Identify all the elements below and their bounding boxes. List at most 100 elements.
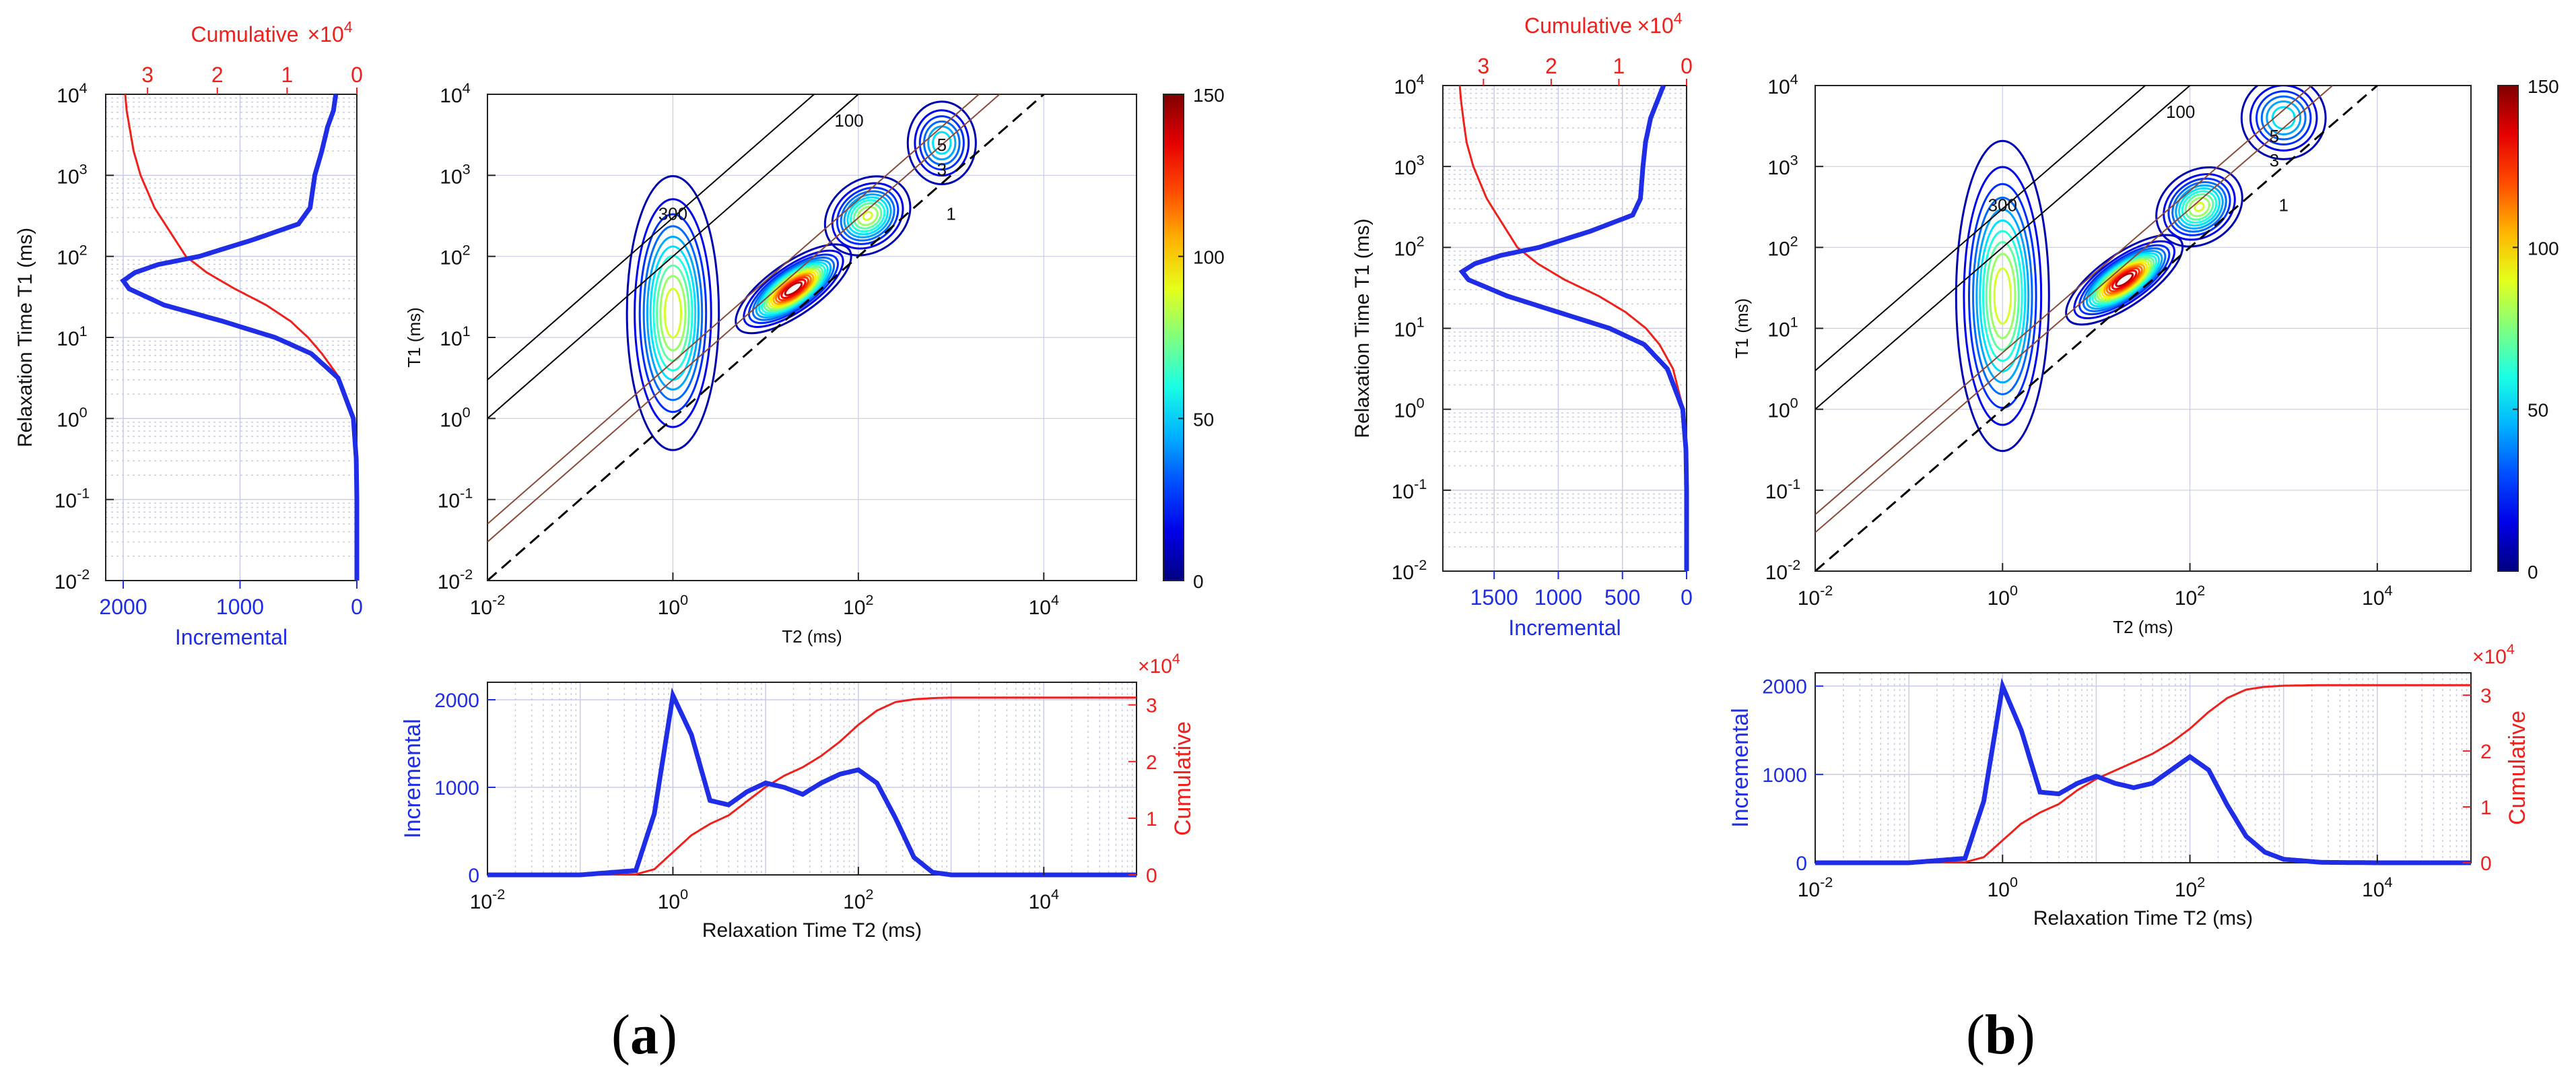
t2-xtick-label-text: 102 <box>843 886 873 913</box>
t1-ytick-label: 104 <box>1394 71 1424 98</box>
map-ylabel: T1 (ms) <box>1732 298 1752 359</box>
t2-xtick-label: 10-2 <box>1798 874 1833 901</box>
t1-inc-tick-label: 2000 <box>99 595 147 619</box>
contour-level <box>646 235 700 391</box>
t2-cum-tick-label: 0 <box>2480 853 2492 875</box>
map-xtick-label-text: 102 <box>2175 582 2205 610</box>
map-ytick-label: 103 <box>440 160 470 188</box>
diagonal-label: 3 <box>937 159 947 179</box>
contour-level <box>1972 196 2033 395</box>
t1-inc-tick-label: 1000 <box>216 595 264 619</box>
contour-level <box>862 210 873 222</box>
t1-cum-tick-label: 1 <box>281 63 293 87</box>
contour-level <box>2167 177 2231 236</box>
t2-xtick-label-text: 104 <box>1029 886 1059 913</box>
contour-level <box>760 263 826 315</box>
t1-ytick-label: 10-1 <box>1392 475 1427 503</box>
map-ytick-label: 100 <box>1767 395 1798 422</box>
diagonal-line <box>487 94 1001 543</box>
map-xtick-label-text: 102 <box>843 591 873 619</box>
t1-inc-tick-label: 1000 <box>1534 585 1582 610</box>
t2-cum-tick-label: 1 <box>1146 808 1157 830</box>
t2-grid <box>487 682 1137 876</box>
contour-level <box>780 278 807 299</box>
contour-level <box>1993 267 2012 325</box>
t1-cumulative-multiplier: ×104 <box>307 18 352 46</box>
t2-frame <box>487 682 1137 876</box>
contour-level <box>2178 187 2221 227</box>
map-ytick-label: 10-1 <box>438 485 473 513</box>
t1-incremental-line <box>1458 84 1689 571</box>
contour-level <box>850 199 886 233</box>
contour-level <box>906 100 977 186</box>
contour-level <box>775 274 812 304</box>
colorbar-tick-label: 100 <box>2528 238 2559 259</box>
contour-level <box>2184 193 2214 221</box>
colorbar-tick-label: 50 <box>2528 400 2548 421</box>
t1-cum-tick-label: 2 <box>211 63 224 87</box>
t1-inc-tick-label: 1500 <box>1470 585 1518 610</box>
map-xtick-label-text: 10-2 <box>470 591 506 619</box>
t2-xtick-label: 102 <box>2175 874 2205 901</box>
t1-cumulative-multiplier-text: ×104 <box>1637 9 1682 38</box>
contour-level <box>778 276 809 302</box>
t2-incremental-line <box>1815 678 2471 865</box>
t1t2-map-panel-a: 300 100 5 3 1 10-2 100 102 104 10-2 10-1 100 101 102 1… <box>404 79 1225 647</box>
contour-level <box>2266 100 2302 135</box>
contour-level <box>2108 267 2140 292</box>
t1-cum-tick-label: 1 <box>1613 54 1625 78</box>
diagonal-label: 1 <box>2278 195 2288 215</box>
t2-xtick-label: 102 <box>843 886 873 913</box>
t1-ytick-label: 103 <box>57 160 87 188</box>
map-xtick-label-text: 104 <box>1029 591 1059 619</box>
contour-level <box>770 271 817 307</box>
map-diagonals <box>487 94 1045 581</box>
contour-level <box>2115 272 2134 288</box>
map-ytick-label-text: 103 <box>440 160 470 188</box>
t2-xtick-label-text: 100 <box>658 886 688 913</box>
contour-level <box>1955 139 2050 453</box>
diagonal-label: 300 <box>658 204 687 224</box>
contour-level <box>743 249 844 328</box>
t2-cum-tick-label: 1 <box>2480 797 2492 819</box>
diagonal-line <box>487 94 1045 581</box>
contour-level <box>932 131 952 155</box>
contour-level <box>642 225 704 401</box>
diagonal-line <box>1815 86 2191 410</box>
t1-incremental-axis-label: Incremental <box>175 625 287 649</box>
colorbar <box>1163 94 1184 581</box>
map-ytick-label-text: 101 <box>440 323 470 350</box>
contour-level <box>1963 166 2043 426</box>
contour-level <box>2240 86 2327 160</box>
t1-cumulative-axis-label: Cumulative <box>191 22 298 46</box>
contour-level <box>2089 252 2161 308</box>
t2-xtick-label: 100 <box>1988 874 2018 901</box>
contour-level <box>2065 234 2184 326</box>
contour-level <box>836 187 900 245</box>
t2-xtick-label: 10-2 <box>470 886 506 913</box>
t1-cum-tick-label: 0 <box>1681 54 1693 78</box>
map-xtick-label: 104 <box>1029 591 1059 619</box>
t1-ytick-label: 103 <box>1394 152 1424 179</box>
t2-xlabel: Relaxation Time T2 (ms) <box>702 919 922 942</box>
t2-xtick-label-text: 102 <box>2175 874 2205 901</box>
t1-cumulative-axis-label: Cumulative <box>1524 13 1632 38</box>
contour-level <box>659 275 687 352</box>
t2-distribution-panel-b: 10-2 100 102 104 0 1000 2000 0 1 2 3 ×104 Relaxation… <box>1728 641 2530 929</box>
contour-level <box>2091 254 2158 306</box>
map-ytick-label-text: 100 <box>440 403 470 431</box>
map-xtick-label: 10-2 <box>1798 582 1833 610</box>
contour-level <box>663 288 683 339</box>
contour-level <box>1981 230 2023 362</box>
contour-level <box>914 109 970 177</box>
t1-ytick-label-text: 10-1 <box>1392 475 1427 503</box>
colorbar-tick-label: 50 <box>1193 409 1214 430</box>
contour-level <box>2163 173 2236 241</box>
map-density <box>1955 86 2327 453</box>
t1-ylabel: Relaxation Time T1 (ms) <box>1351 218 1374 438</box>
colorbar <box>2497 85 2519 572</box>
t1-cumulative-multiplier-text: ×104 <box>307 18 352 46</box>
contour-level <box>856 205 879 226</box>
